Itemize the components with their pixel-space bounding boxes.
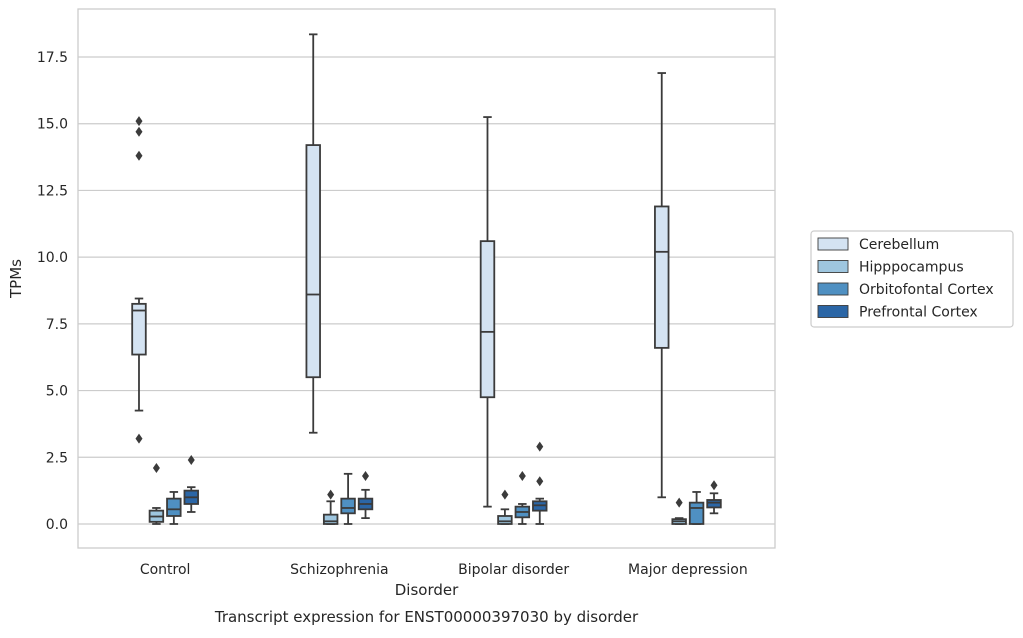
box-layer <box>131 33 722 525</box>
legend-label: Prefrontal Cortex <box>859 305 978 321</box>
box-iqr <box>340 497 356 515</box>
legend-label: Hipppocampus <box>859 260 964 276</box>
legend-label: Orbitofontal Cortex <box>859 282 994 298</box>
box-cerebellum <box>305 33 321 434</box>
box-orbitofontal-cortex <box>340 472 356 525</box>
outlier-point <box>710 480 718 491</box>
box-iqr <box>322 513 339 525</box>
legend-swatch <box>817 237 849 251</box>
y-axis-label: TPMs <box>7 259 25 299</box>
gridlines <box>78 56 775 525</box>
box-prefrontal-cortex <box>183 454 199 513</box>
y-axis-ticks: 0.0 2.5 5.0 7.5 10.0 12.5 15.0 17.5 <box>37 50 68 533</box>
outlier-point <box>135 126 143 137</box>
y-tick-label: 15.0 <box>37 117 68 133</box>
figure-caption: Transcript expression for ENST0000039703… <box>214 608 639 626</box>
box-orbitofontal-cortex <box>166 491 182 525</box>
x-axis-ticks: Control Schizophrenia Bipolar disorder Majo… <box>140 562 748 578</box>
outlier-point <box>536 476 544 487</box>
x-tick-label: Schizophrenia <box>290 562 388 578</box>
box-iqr <box>654 205 670 349</box>
outlier-point <box>501 489 509 500</box>
box-cerebellum <box>654 72 670 499</box>
legend-swatch <box>817 282 849 296</box>
box-hipppocampus <box>148 462 165 525</box>
x-tick-label: Bipolar disorder <box>458 562 569 578</box>
outlier-point <box>135 433 143 444</box>
outlier-point <box>135 150 143 161</box>
x-tick-label: Control <box>140 562 191 578</box>
box-cerebellum <box>479 116 496 508</box>
box-hipppocampus <box>322 489 339 525</box>
y-tick-label: 7.5 <box>46 317 68 333</box>
box-iqr <box>166 497 182 517</box>
y-tick-label: 17.5 <box>37 50 68 66</box>
x-axis-label: Disorder <box>395 581 459 599</box>
box-iqr <box>706 499 722 509</box>
outlier-point <box>362 470 370 481</box>
box-iqr <box>497 515 513 525</box>
y-tick-label: 5.0 <box>46 384 68 400</box>
legend-swatch <box>817 260 849 273</box>
box-cerebellum <box>131 116 147 444</box>
box-hipppocampus <box>497 489 513 525</box>
box-prefrontal-cortex <box>706 480 722 515</box>
box-iqr <box>479 240 496 399</box>
plot-frame <box>77 8 776 549</box>
box-prefrontal-cortex <box>357 470 374 520</box>
outlier-point <box>135 116 143 127</box>
box-iqr <box>688 501 705 525</box>
box-prefrontal-cortex <box>532 441 548 525</box>
legend: Cerebellum Hipppocampus Orbitofontal Corte… <box>810 230 1014 328</box>
box-iqr <box>305 144 321 379</box>
y-tick-label: 12.5 <box>37 183 68 199</box>
outlier-point <box>518 470 526 481</box>
outlier-point <box>536 441 544 452</box>
outlier-point <box>327 489 335 500</box>
legend-label: Cerebellum <box>859 237 939 253</box>
y-tick-label: 2.5 <box>46 450 68 466</box>
legend-frame <box>810 230 1014 328</box>
x-tick-label: Major depression <box>628 562 748 578</box>
box-hipppocampus <box>671 497 687 525</box>
outlier-point <box>187 454 195 465</box>
outlier-point <box>675 497 683 508</box>
box-orbitofontal-cortex <box>514 470 531 525</box>
outlier-point <box>152 462 160 473</box>
y-tick-label: 0.0 <box>46 517 68 533</box>
box-orbitofontal-cortex <box>688 491 705 525</box>
box-iqr <box>131 302 147 356</box>
y-tick-label: 10.0 <box>37 250 68 266</box>
legend-swatch <box>817 305 849 318</box>
